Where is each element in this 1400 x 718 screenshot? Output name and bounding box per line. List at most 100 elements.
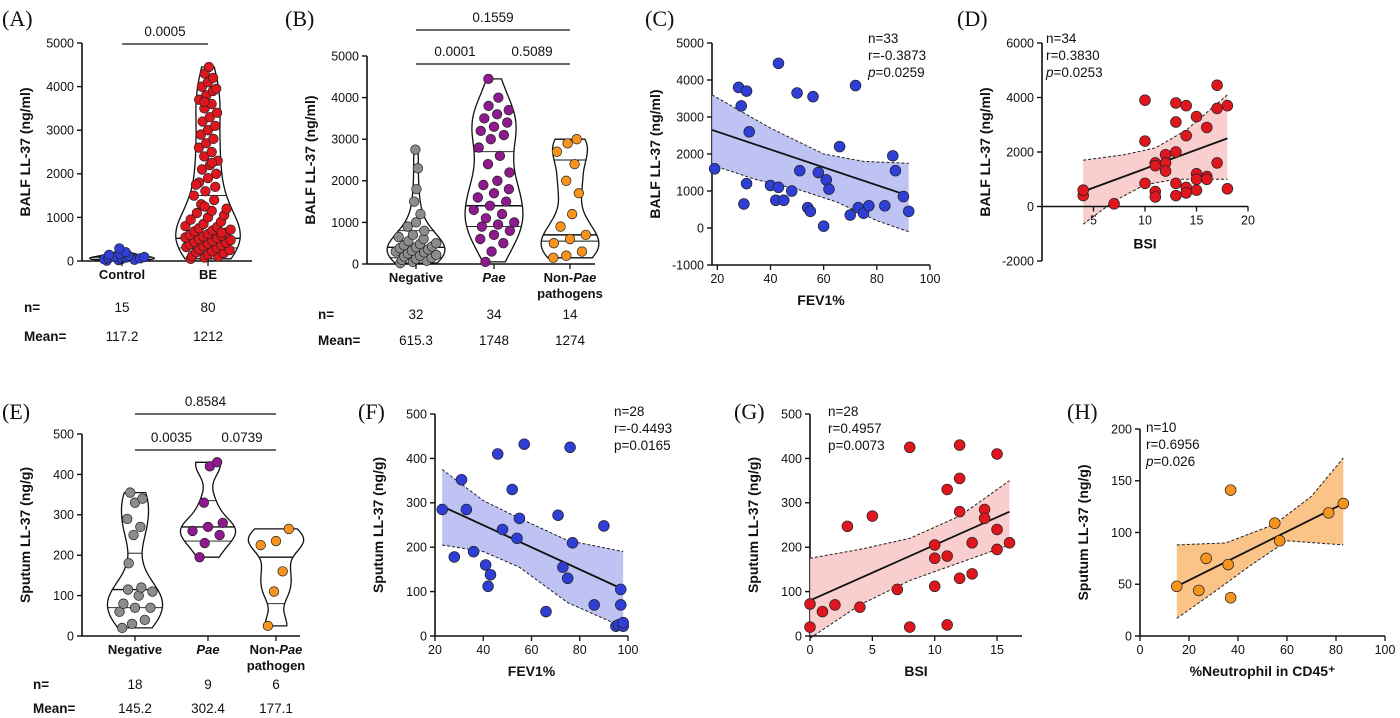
panel-e-stats-value: 145.2 bbox=[118, 701, 152, 716]
panel-e-violin bbox=[106, 491, 164, 629]
panel-b-data-point bbox=[492, 219, 504, 230]
panel-a-data-point bbox=[225, 234, 236, 246]
panel-g-confidence-band bbox=[810, 480, 1010, 639]
panel-f-data-point bbox=[479, 559, 492, 571]
panel-b-data-point bbox=[569, 159, 580, 170]
panel-d-y-axis-label: BALF LL-37 (ng/ml) bbox=[977, 87, 993, 216]
panel-b-data-point bbox=[411, 183, 422, 195]
panel-b-data-point bbox=[503, 183, 515, 195]
panel-f-data-point bbox=[598, 520, 610, 532]
panel-f-data-point bbox=[540, 605, 552, 618]
panel-f-y-tick-label: 200 bbox=[406, 541, 427, 555]
panel-h-x-tick-label: 20 bbox=[1182, 643, 1196, 657]
panel-f-data-point bbox=[511, 532, 523, 545]
panel-d-x-tick-label: 10 bbox=[1138, 214, 1152, 228]
panel-h-data-point bbox=[1273, 535, 1286, 547]
panel-b-y-tick-label: 3000 bbox=[331, 133, 359, 147]
panel-d-data-point bbox=[1170, 177, 1182, 190]
panel-d-data-point bbox=[1149, 159, 1162, 172]
panel-a-data-point bbox=[208, 133, 219, 145]
panel-c-data-point bbox=[772, 181, 785, 194]
panel-b-data-point bbox=[551, 146, 563, 157]
panel-h-stat-line: p=0.026 bbox=[1145, 454, 1195, 469]
panel-a-data-point bbox=[191, 207, 203, 219]
panel-e-y-tick-label: 500 bbox=[53, 427, 74, 441]
panel-b-data-point bbox=[562, 138, 573, 149]
panel-b-data-point bbox=[576, 246, 588, 257]
panel-a-data-point bbox=[202, 173, 214, 184]
panel-b-data-point bbox=[431, 238, 442, 249]
panel-d-data-point bbox=[1221, 183, 1234, 195]
panel-a-data-point bbox=[196, 164, 208, 175]
panel-b-p-value: 0.1559 bbox=[472, 10, 513, 25]
panel-b-data-point bbox=[504, 225, 516, 236]
panel-a-stats-value: 80 bbox=[200, 300, 215, 315]
panel-c-data-point bbox=[740, 85, 753, 97]
panel-d-y-tick-label: 4000 bbox=[1006, 91, 1034, 105]
panel-c-x-tick-label: 80 bbox=[870, 272, 884, 286]
panel-c-data-point bbox=[812, 166, 825, 179]
panel-h-y-tick-label: 0 bbox=[1125, 629, 1132, 643]
panel-g-stat-line: n=28 bbox=[828, 404, 858, 419]
panel-b-data-point bbox=[472, 192, 483, 203]
panel-b-data-point bbox=[484, 200, 496, 211]
panel-c-data-point bbox=[844, 209, 856, 221]
panel-a-y-axis-label: BALF LL-37 (ng/ml) bbox=[17, 87, 33, 216]
panel-f-y-tick-label: 0 bbox=[420, 629, 427, 643]
panel-a-stats-value: 15 bbox=[114, 300, 129, 315]
panel-e-stats-row-label: n= bbox=[33, 677, 49, 692]
panel-d-y-tick-label: 2000 bbox=[1006, 145, 1034, 159]
panel-b-data-point bbox=[408, 196, 420, 207]
panel-g-data-point bbox=[1003, 537, 1016, 549]
panel-b-data-point bbox=[571, 134, 582, 145]
panel-b-data-point bbox=[561, 175, 572, 186]
panel-a-category-label: BE bbox=[199, 267, 217, 282]
panel-c-data-point bbox=[897, 190, 910, 203]
panel-g-data-point bbox=[966, 537, 978, 549]
panel-f-data-point bbox=[561, 572, 574, 585]
panel-c-data-point bbox=[849, 79, 862, 92]
panel-e-data-point bbox=[125, 487, 136, 498]
panel-b-data-point bbox=[468, 204, 479, 216]
panel-a-data-point bbox=[199, 201, 210, 212]
panel-b-p-value: 0.5089 bbox=[511, 44, 552, 59]
panel-g-data-point bbox=[953, 572, 966, 585]
panel-b-data-point bbox=[393, 231, 404, 243]
panel-a-data-point bbox=[211, 107, 223, 118]
panel-a-data-point bbox=[203, 61, 215, 73]
panel-b-data-point bbox=[488, 121, 500, 132]
panel-e-data-point bbox=[194, 552, 205, 563]
panel-c-data-point bbox=[778, 194, 790, 207]
panel-e-data-point bbox=[255, 539, 266, 551]
panel-b-category-label: Negative bbox=[389, 270, 443, 285]
panel-g-x-tick-label: 15 bbox=[990, 643, 1004, 657]
panel-b-data-point bbox=[482, 159, 494, 170]
panel-b-stats-row-label: Mean= bbox=[318, 333, 361, 348]
panel-d-data-point bbox=[1170, 189, 1182, 202]
panel-d-data-point bbox=[1201, 173, 1213, 186]
panel-e-y-axis-label: Sputum LL-37 (ng/g) bbox=[17, 467, 33, 603]
panel-e-data-point bbox=[187, 525, 198, 537]
panel-g-data-point bbox=[804, 598, 816, 610]
panel-g-x-axis-label: BSI bbox=[904, 663, 927, 679]
panel-b-data-point bbox=[402, 221, 413, 232]
panel-d-data-point bbox=[1190, 173, 1203, 186]
panel-e-stats-row-label: Mean= bbox=[33, 701, 76, 716]
panel-d-y-tick-label: 6000 bbox=[1006, 36, 1034, 50]
panel-a-data-point bbox=[139, 251, 150, 263]
panel-b-data-point bbox=[410, 217, 422, 228]
panel-a-y-tick-label: 2000 bbox=[46, 167, 74, 181]
panel-f-data-point bbox=[588, 599, 600, 611]
panel-e-data-point bbox=[135, 521, 146, 533]
panel-d-data-point bbox=[1221, 99, 1234, 112]
panel-a-data-point bbox=[206, 157, 218, 169]
panel-d-label: (D) bbox=[957, 6, 988, 31]
panel-h-y-tick-label: 150 bbox=[1111, 474, 1132, 488]
panel-b-data-point bbox=[493, 92, 504, 103]
panel-b-data-point bbox=[548, 252, 559, 263]
panel-f-data-point bbox=[455, 473, 468, 486]
panel-g-data-point bbox=[941, 483, 953, 496]
panel-d-x-tick-label: 15 bbox=[1190, 214, 1204, 228]
panel-f-stat-line: r=-0.4493 bbox=[614, 421, 672, 436]
panel-b-data-point bbox=[419, 225, 430, 236]
